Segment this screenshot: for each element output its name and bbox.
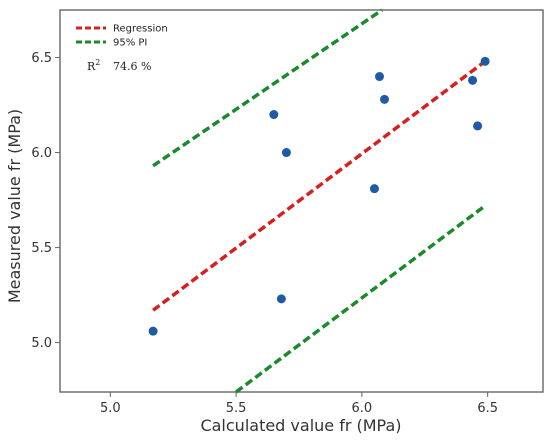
data-points	[148, 56, 490, 336]
r2-value: 74.6 %	[113, 60, 151, 73]
r-squared-annotation: R2 74.6 %	[87, 58, 151, 73]
data-point	[480, 56, 490, 66]
y-tick-label: 6.0	[31, 146, 52, 161]
legend-pi-label: 95% PI	[113, 38, 147, 49]
x-tick-label: 6.5	[477, 401, 498, 416]
r2-label: R2	[87, 58, 100, 73]
data-point	[276, 294, 286, 304]
data-point	[473, 121, 483, 131]
y-tick-label: 5.5	[31, 241, 52, 256]
data-point	[148, 326, 158, 336]
legend-regression-label: Regression	[113, 24, 168, 35]
95-pi-lower-line	[235, 204, 487, 394]
axis-ticks: 5.0 5.5 6.0 6.5 5.0 5.5 6.0 6.5	[31, 51, 498, 416]
y-axis-title: Measured value fr (MPa)	[5, 109, 24, 303]
series-lines	[152, 8, 487, 394]
data-point	[374, 72, 384, 82]
y-tick-label: 6.5	[31, 51, 52, 66]
data-point	[468, 75, 478, 85]
data-point	[269, 110, 279, 120]
x-tick-label: 5.0	[100, 401, 121, 416]
data-point	[281, 148, 291, 158]
95-pi-line	[152, 8, 383, 168]
x-axis-title: Calculated value fr (MPa)	[200, 416, 401, 435]
data-point	[380, 94, 390, 104]
x-tick-label: 5.5	[226, 401, 247, 416]
data-point	[369, 184, 379, 194]
r2-superscript: 2	[95, 58, 100, 67]
legend: Regression 95% PI	[76, 24, 168, 49]
regression-line	[152, 59, 487, 312]
y-tick-label: 5.0	[31, 336, 52, 351]
x-tick-label: 6.0	[352, 401, 373, 416]
r2-letter: R	[87, 60, 96, 73]
